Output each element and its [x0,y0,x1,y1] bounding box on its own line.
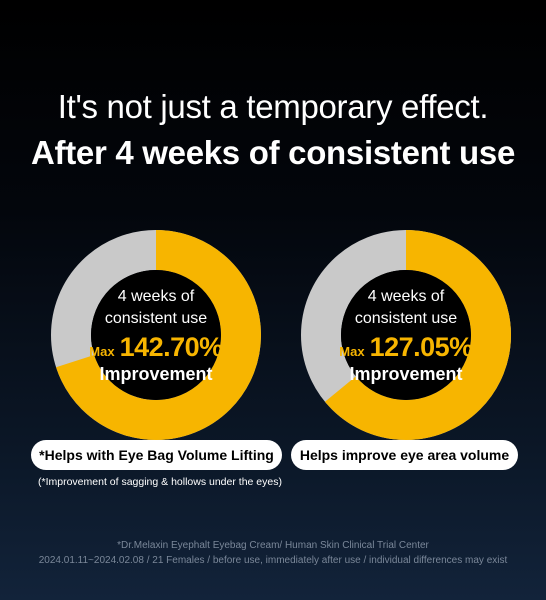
donut-progress [301,230,511,440]
max-label: Max [339,343,365,359]
donut-progress [51,230,261,440]
benefit-pill-eye-bag: *Helps with Eye Bag Volume Lifting [31,440,282,470]
donut-inner [341,270,471,400]
benefit-pill-eye-volume: Helps improve eye area volume [291,440,518,470]
improvement-value: 142.70% [119,331,224,362]
donut-ring-svg [51,230,261,440]
improvement-label: Improvement [349,363,463,384]
donut-inner [91,270,221,400]
period-line1: 4 weeks of [117,287,195,305]
headline: It's not just a temporary effect. [57,88,489,125]
donut-chart-eye-bag: 4 weeks of consistent use Max 142.70% Im… [50,229,262,441]
clinical-footnote: *Dr.Melaxin Eyephalt Eyebag Cream/ Human… [0,538,546,568]
improvement-label: Improvement [99,363,213,384]
donut-chart-eye-volume: 4 weeks of consistent use Max 127.05% Im… [300,229,512,441]
period-line1: 4 weeks of [367,287,445,305]
subheadline: After 4 weeks of consistent use [30,134,516,171]
improvement-value: 127.05% [369,331,474,362]
footer-line2: 2024.01.11~2024.02.08 / 21 Females / bef… [38,555,508,566]
max-label: Max [89,343,115,359]
footer-line1: *Dr.Melaxin Eyephalt Eyebag Cream/ Human… [117,540,429,551]
period-line2: consistent use [354,309,458,327]
period-line2: consistent use [104,309,208,327]
donut-ring-svg [301,230,511,440]
pill-footnote: (*Improvement of sagging & hollows under… [38,476,282,488]
